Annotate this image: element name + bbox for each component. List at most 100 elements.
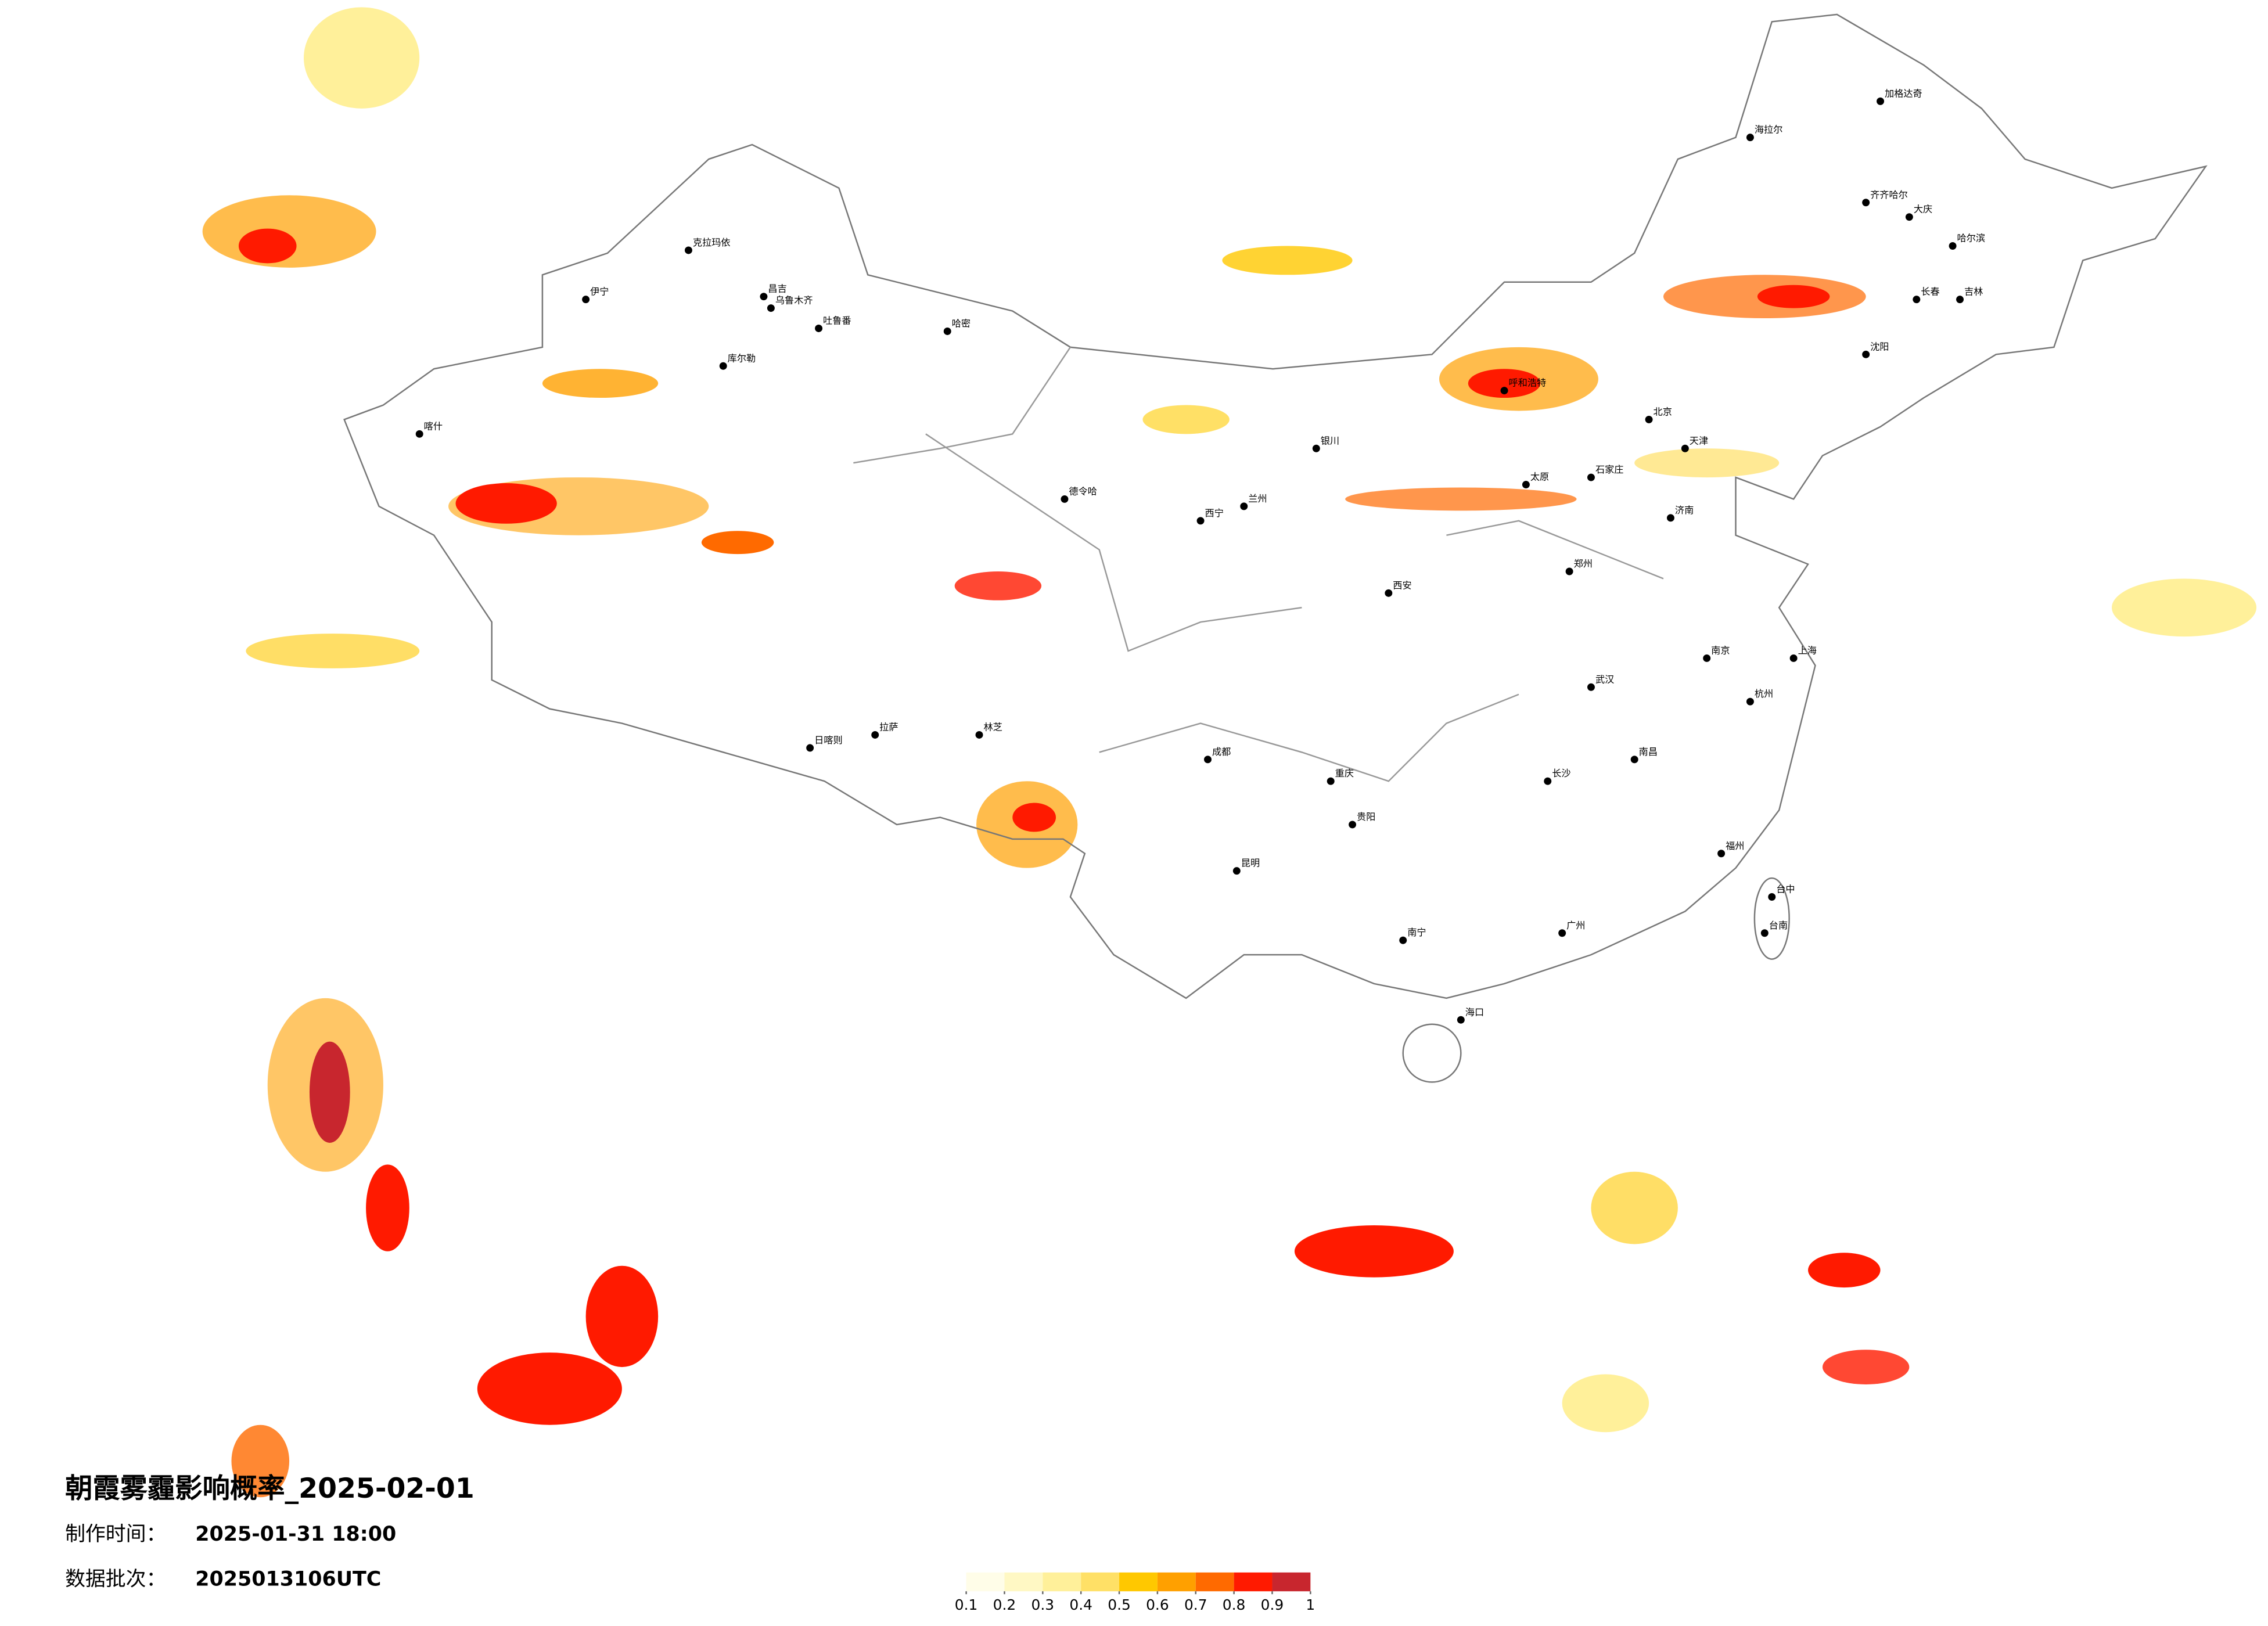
city-dot [1956, 296, 1964, 304]
city-label: 喀什 [424, 420, 443, 431]
colorbar-tick-label: 0.5 [1108, 1596, 1131, 1613]
city-dot [1061, 495, 1069, 503]
colorbar-segment [1234, 1572, 1273, 1592]
colorbar-segment [1195, 1572, 1234, 1592]
colorbar-segment [1004, 1572, 1043, 1592]
city-dot [1587, 473, 1595, 481]
city-label: 武汉 [1595, 674, 1614, 685]
production-time-label: 制作时间： [65, 1523, 166, 1546]
city-dot [1768, 893, 1776, 901]
city-label: 乌鲁木齐 [775, 295, 813, 306]
city-label: 林芝 [983, 722, 1002, 733]
map-title: 朝霞雾霾影响概率_2025-02-01 [65, 1473, 475, 1505]
colorbar-tick-label: 0.7 [1184, 1596, 1207, 1613]
city-label: 银川 [1321, 435, 1339, 446]
city-dot [767, 304, 775, 312]
city-dot [1789, 654, 1798, 662]
colorbar-segment [1043, 1572, 1081, 1592]
city-label: 南京 [1711, 645, 1730, 656]
city-label: 成都 [1212, 746, 1231, 757]
city-label: 库尔勒 [728, 352, 756, 364]
city-label: 昌吉 [768, 283, 786, 294]
colorbar-tick-label: 0.3 [1031, 1596, 1055, 1613]
data-batch-label: 数据批次： [65, 1567, 166, 1591]
city-label: 日喀则 [814, 735, 843, 746]
city-label: 海口 [1465, 1006, 1484, 1017]
city-dot [1645, 415, 1653, 423]
city-label: 伊宁 [590, 286, 609, 297]
city-dot [1913, 296, 1921, 304]
city-label: 天津 [1690, 435, 1708, 446]
city-label: 大庆 [1914, 204, 1932, 215]
city-label: 沈阳 [1870, 341, 1889, 352]
colorbar-segment [1119, 1572, 1158, 1592]
city-dot [1630, 756, 1638, 764]
city-label: 石家庄 [1595, 464, 1624, 475]
city-dot [1240, 502, 1248, 510]
city-label: 杭州 [1755, 688, 1773, 699]
city-label: 克拉玛依 [693, 237, 731, 248]
city-label: 贵阳 [1357, 811, 1375, 822]
city-dot [1385, 589, 1393, 597]
city-dot [871, 731, 879, 739]
colorbar-tick-label: 0.1 [955, 1596, 978, 1613]
haze-field [202, 7, 2257, 1498]
city-dot [1760, 929, 1769, 937]
city-dot [1500, 387, 1508, 395]
city-label: 加格达奇 [1885, 88, 1922, 99]
city-label: 台南 [1769, 920, 1788, 931]
city-label: 吉林 [1964, 286, 1983, 297]
production-time: 2025-01-31 18:00 [195, 1523, 396, 1546]
city-label: 吐鲁番 [823, 315, 851, 326]
city-dot [1703, 654, 1711, 662]
city-dot [1232, 867, 1241, 875]
city-dot [1399, 936, 1407, 944]
colorbar-tick-label: 0.6 [1146, 1596, 1169, 1613]
city-dot [1327, 777, 1335, 785]
city-label: 哈密 [952, 318, 971, 329]
city-label: 西宁 [1205, 508, 1224, 519]
city-dot [1746, 134, 1754, 142]
city-dot [1544, 777, 1552, 785]
city-dot [1877, 97, 1885, 105]
city-dot [1862, 350, 1870, 358]
colorbar-tick-label: 1 [1306, 1596, 1315, 1613]
city-dot [1905, 213, 1913, 221]
city-label: 长春 [1921, 286, 1939, 297]
city-dot [943, 327, 951, 335]
colorbar-segment [1157, 1572, 1196, 1592]
city-dot [815, 325, 823, 332]
colorbar-segment [1272, 1572, 1311, 1592]
colorbar-tick-label: 0.9 [1261, 1596, 1284, 1613]
city-dot [1196, 517, 1205, 525]
city-dot [1949, 242, 1957, 250]
city-label: 重庆 [1335, 768, 1354, 779]
city-dot [415, 430, 423, 438]
city-dot [1666, 514, 1674, 522]
city-label: 北京 [1654, 406, 1672, 417]
city-dot [806, 744, 814, 752]
city-dot [1862, 199, 1870, 207]
colorbar-tick-label: 0.8 [1223, 1596, 1246, 1613]
city-dot [719, 362, 727, 370]
city-label: 太原 [1530, 472, 1549, 483]
city-label: 西安 [1393, 580, 1411, 591]
city-dot [1457, 1016, 1465, 1024]
city-dot [1565, 567, 1573, 575]
city-dot [684, 246, 692, 254]
city-dot [760, 293, 768, 301]
colorbar-segment [966, 1572, 1005, 1592]
city-label: 广州 [1566, 920, 1585, 931]
city-dot [1587, 683, 1595, 691]
city-label: 南宁 [1407, 927, 1426, 938]
data-batch: 2025013106UTC [195, 1567, 381, 1591]
city-label: 郑州 [1574, 558, 1593, 569]
city-label: 哈尔滨 [1957, 233, 1986, 244]
city-label: 长沙 [1552, 768, 1570, 779]
city-dot [1746, 697, 1754, 706]
city-dot [1312, 444, 1320, 452]
city-dot [975, 731, 983, 739]
colorbar-segment [1081, 1572, 1120, 1592]
